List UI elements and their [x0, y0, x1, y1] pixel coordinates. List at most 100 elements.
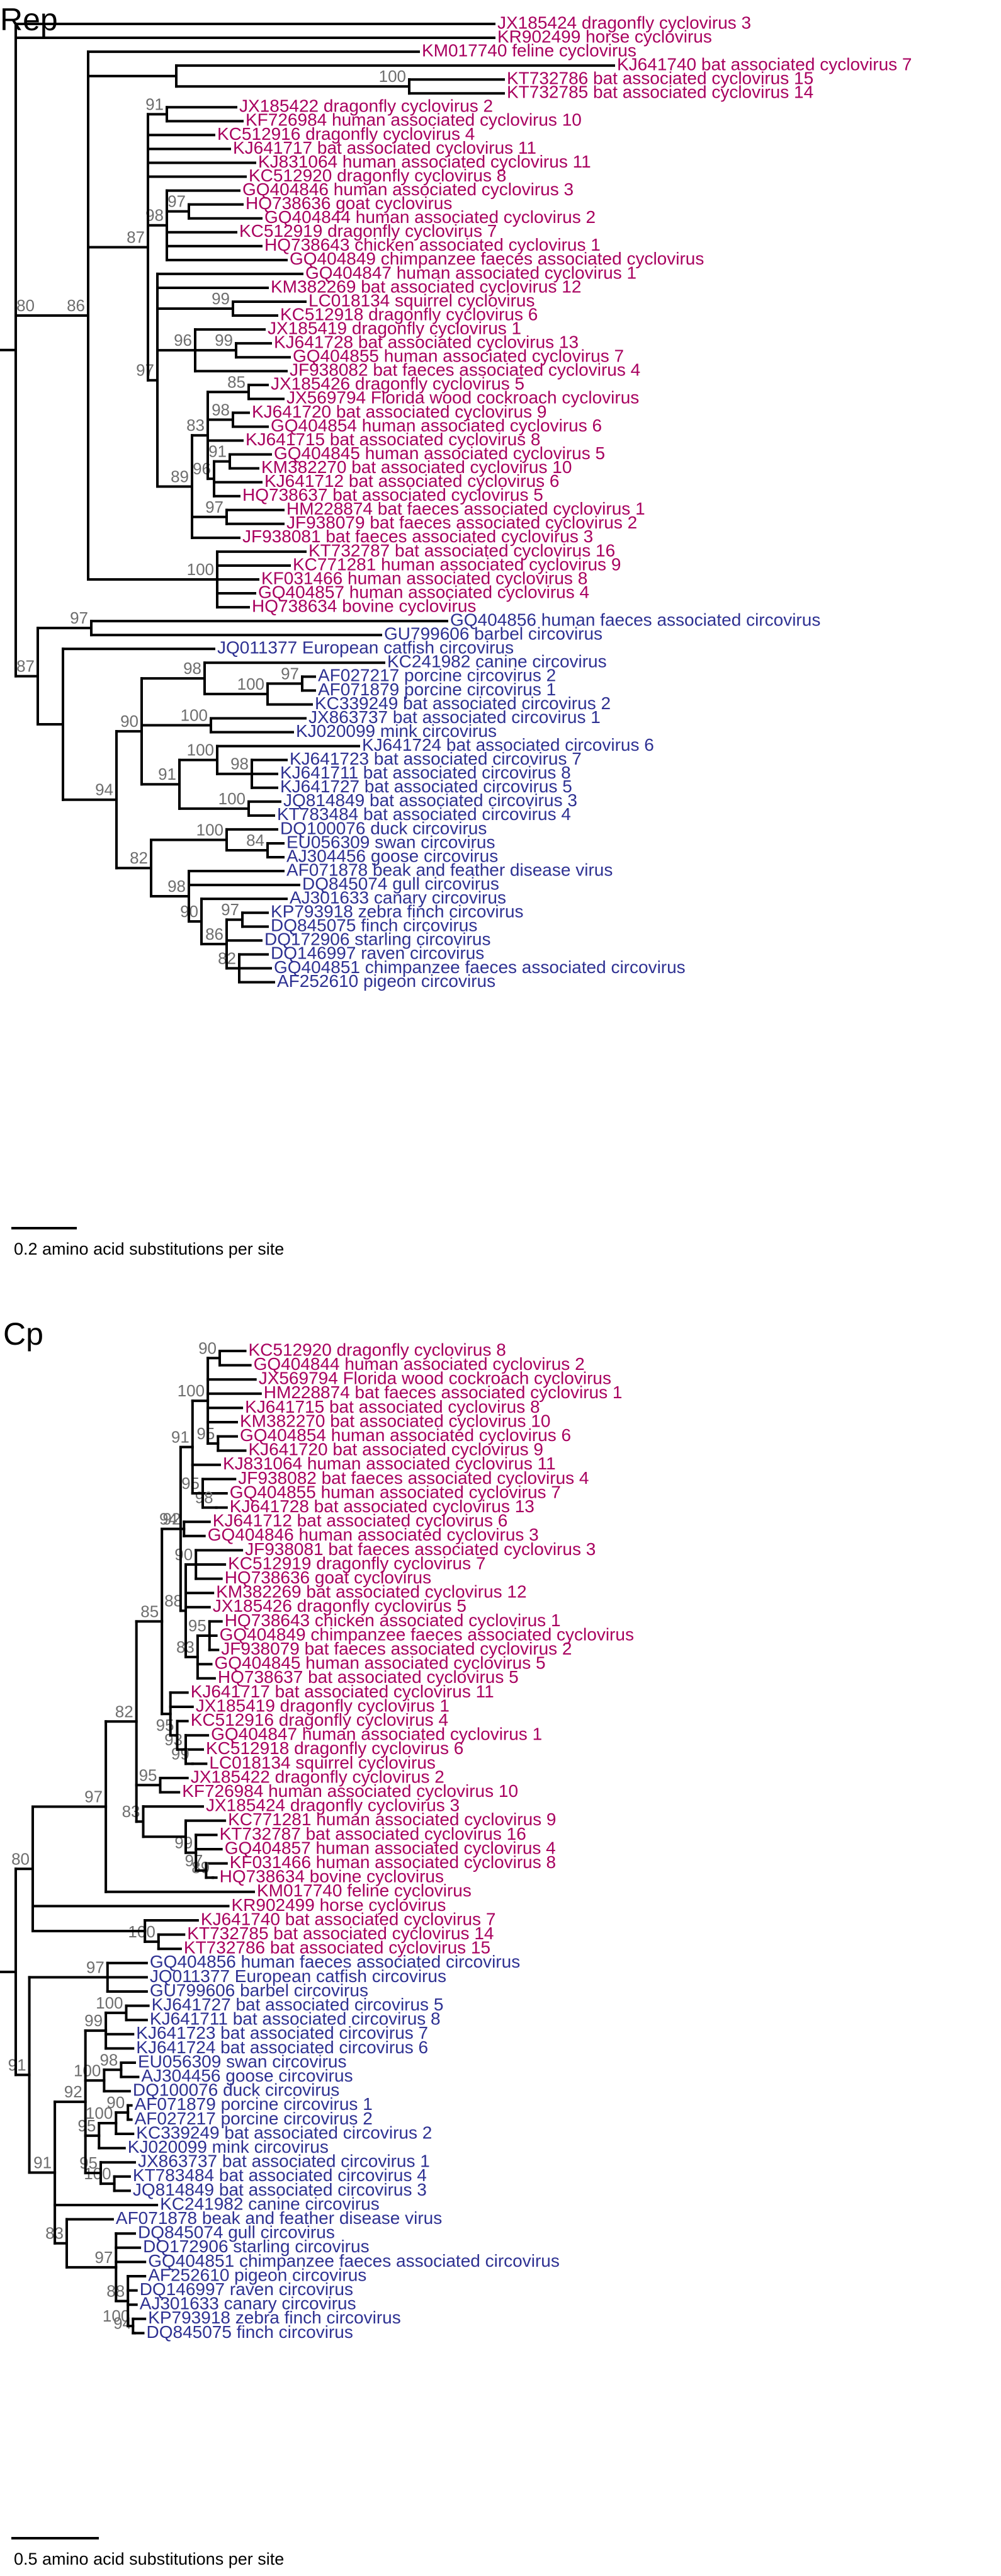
taxon-label: JQ011377 European catfish circovirus	[150, 1966, 446, 1986]
taxon-label: HQ738637 bat associated cyclovirus 5	[242, 485, 543, 504]
support-value: 87	[16, 657, 35, 676]
taxon-label: KT732786 bat associated cyclovirus 15	[507, 69, 813, 88]
taxon-label: JX185422 dragonfly cyclovirus 2	[239, 96, 493, 116]
taxon-label: KJ831064 human associated cyclovirus 11	[258, 152, 591, 171]
taxon-label: JX185419 dragonfly cyclovirus 1	[268, 318, 521, 338]
taxon-label: DQ100076 duck circovirus	[133, 2080, 339, 2100]
taxon-label: HQ738634 bovine cyclovirus	[252, 596, 476, 615]
support-value: 80	[11, 1849, 30, 1868]
taxon-label: KF031466 human associated cyclovirus 8	[230, 1852, 556, 1872]
taxon-label: KC512920 dragonfly cyclovirus 8	[249, 166, 506, 185]
taxon-label: AF071878 beak and feather disease virus	[116, 2208, 442, 2228]
support-value: 92	[162, 1510, 181, 1529]
support-value: 89	[171, 467, 189, 486]
taxon-label: GQ404844 human associated cyclovirus 2	[254, 1354, 585, 1374]
support-value: 80	[16, 296, 35, 315]
taxon-label: DQ172906 starling circovirus	[264, 930, 491, 949]
support-value: 98	[167, 877, 186, 896]
support-value: 91	[8, 2055, 26, 2074]
taxon-label: KC512919 dragonfly cyclovirus 7	[228, 1553, 485, 1573]
support-value: 90	[174, 1545, 193, 1564]
taxon-label: KJ831064 human associated cyclovirus 11	[223, 1454, 556, 1473]
taxon-label: KJ641724 bat associated circovirus 6	[136, 2037, 428, 2057]
support-value: 100	[86, 2104, 113, 2123]
scale-label: 0.5 amino acid substitutions per site	[14, 2550, 284, 2568]
taxon-label: HQ738643 chicken associated cyclovirus 1	[264, 235, 601, 254]
taxon-label: GU799606 barbel circovirus	[384, 624, 602, 644]
support-value: 85	[227, 372, 246, 391]
taxon-label: GQ404844 human associated cyclovirus 2	[264, 207, 596, 227]
taxon-label: KC339249 bat associated circovirus 2	[315, 693, 611, 713]
taxon-label: JX185426 dragonfly cyclovirus 5	[271, 374, 524, 394]
taxon-label: KC241982 canine circovirus	[387, 652, 607, 671]
taxon-label: GQ404849 chimpanzee faeces associated cy…	[290, 249, 704, 268]
support-value: 94	[159, 1510, 178, 1529]
taxon-label: GQ404856 human faeces associated circovi…	[450, 610, 820, 630]
taxon-label: KC771281 human associated cyclovirus 9	[293, 554, 621, 574]
taxon-label: HQ738636 goat cyclovirus	[225, 1568, 431, 1587]
taxon-label: DQ172906 starling circovirus	[143, 2237, 369, 2256]
taxon-label: JX185426 dragonfly cyclovirus 5	[213, 1596, 467, 1616]
taxon-label: JF938081 bat faeces associated cycloviru…	[245, 1539, 596, 1559]
support-value: 98	[183, 659, 201, 678]
taxon-label: KC512919 dragonfly cyclovirus 7	[239, 221, 497, 241]
support-value: 91	[208, 442, 227, 461]
support-value: 100	[187, 560, 214, 579]
taxon-label: AF027217 porcine circovirus 2	[318, 666, 556, 685]
taxon-label: GQ404847 human associated cyclovirus 1	[211, 1724, 542, 1744]
taxon-label: KM382270 bat associated cyclovirus 10	[261, 457, 572, 477]
taxon-label: JF938079 bat faeces associated cycloviru…	[221, 1639, 572, 1658]
taxon-label: KM382269 bat associated cyclovirus 12	[216, 1582, 526, 1602]
taxon-label: AF252610 pigeon circovirus	[277, 971, 495, 991]
taxon-label: JQ814849 bat associated circovirus 3	[133, 2180, 427, 2199]
support-value: 100	[181, 706, 208, 725]
taxon-label: KR902499 horse cyclovirus	[497, 26, 712, 46]
support-value: 100	[218, 789, 246, 808]
taxon-label: KJ641715 bat associated cyclovirus 8	[245, 1397, 540, 1416]
support-value: 100	[379, 67, 406, 86]
taxon-label: GQ404856 human faeces associated circovi…	[150, 1952, 520, 1971]
support-value: 100	[178, 1381, 205, 1400]
taxon-label: KJ641720 bat associated cyclovirus 9	[249, 1440, 544, 1459]
taxon-label: EU056309 swan circovirus	[286, 832, 495, 852]
support-value: 100	[196, 820, 223, 839]
support-value: 97	[167, 192, 186, 211]
taxon-label: KM017740 feline cyclovirus	[422, 40, 636, 60]
support-value: 97	[184, 1851, 203, 1870]
support-value: 92	[64, 2082, 82, 2101]
taxon-label: KT732785 bat associated cyclovirus 14	[187, 1923, 494, 1943]
support-value: 86	[67, 296, 85, 315]
taxon-label: JQ011377 European catfish circovirus	[217, 638, 514, 658]
taxon-label: KJ641712 bat associated cyclovirus 6	[264, 471, 560, 491]
rep-tree: JX185424 dragonfly cyclovirus 3KR902499 …	[0, 13, 912, 991]
taxon-label: KT783484 bat associated circovirus 4	[277, 804, 571, 824]
taxon-label: JF938081 bat faeces associated cycloviru…	[242, 527, 593, 546]
taxon-label: LC018134 squirrel cyclovirus	[209, 1753, 436, 1772]
taxon-label: HQ738643 chicken associated cyclovirus 1	[225, 1610, 561, 1630]
taxon-label: LC018134 squirrel cyclovirus	[308, 290, 535, 310]
taxon-label: KT732786 bat associated cyclovirus 15	[184, 1938, 490, 1958]
taxon-label: KC512920 dragonfly cyclovirus 8	[249, 1340, 506, 1359]
taxon-label: JX185419 dragonfly cyclovirus 1	[196, 1695, 450, 1715]
taxon-label: KJ641727 bat associated circovirus 5	[152, 1995, 444, 2014]
taxon-label: GQ404847 human associated cyclovirus 1	[305, 263, 636, 282]
taxon-label: GQ404846 human associated cyclovirus 3	[208, 1525, 539, 1544]
cp-tree-svg: Cp KC512920 dragonfly cyclovirus 8GQ4048…	[0, 1316, 634, 2568]
taxon-label: KC241982 canine circovirus	[160, 2194, 380, 2213]
taxon-label: GQ404857 human associated cyclovirus 4	[258, 582, 589, 601]
support-value: 99	[212, 289, 230, 308]
taxon-label: GQ404857 human associated cyclovirus 4	[225, 1838, 556, 1857]
taxon-label: KM382269 bat associated cyclovirus 12	[271, 276, 581, 296]
support-value: 83	[186, 416, 205, 435]
taxon-label: AJ304456 goose circovirus	[141, 2066, 353, 2085]
taxon-label: DQ146997 raven circovirus	[140, 2279, 353, 2299]
support-value: 100	[187, 741, 214, 760]
taxon-label: AF071878 beak and feather disease virus	[286, 860, 613, 879]
taxon-label: AF071879 porcine circovirus 1	[318, 680, 556, 699]
support-value: 90	[120, 712, 139, 731]
taxon-label: KT732787 bat associated cyclovirus 16	[220, 1824, 526, 1844]
taxon-label: KC512918 dragonfly cyclovirus 6	[280, 304, 538, 324]
taxon-label: GQ404851 chimpanzee faeces associated ci…	[274, 957, 686, 977]
support-value: 97	[281, 664, 299, 683]
taxon-label: KJ641712 bat associated cyclovirus 6	[213, 1511, 508, 1530]
